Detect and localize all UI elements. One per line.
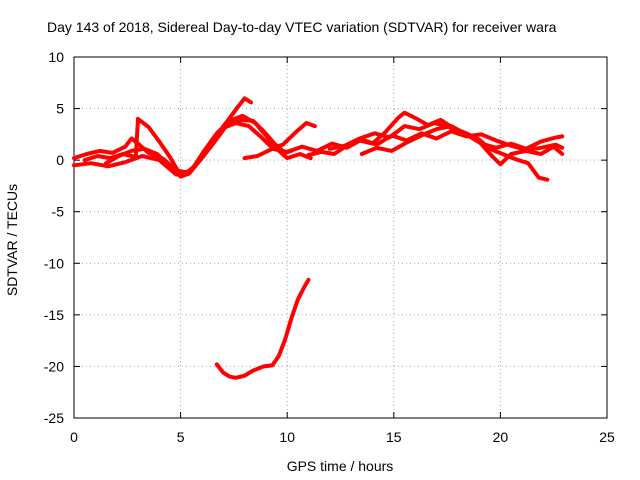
x-tick-label: 0 bbox=[70, 429, 78, 445]
series-line-track-8 bbox=[359, 124, 565, 156]
x-tick-label: 5 bbox=[177, 429, 185, 445]
x-tick-label: 10 bbox=[279, 429, 295, 445]
chart-title: Day 143 of 2018, Sidereal Day-to-day VTE… bbox=[47, 19, 557, 35]
y-tick-label: -10 bbox=[44, 255, 64, 271]
tick-labels: 0 5 10 15 20 25 10 5 0 -5 -10 -15 -20 -25 bbox=[44, 49, 615, 445]
y-tick-label: -5 bbox=[52, 204, 65, 220]
series-line-track-4 bbox=[104, 121, 317, 179]
plot-border bbox=[73, 56, 608, 419]
series-line-track-9 bbox=[214, 277, 311, 380]
x-tick-label: 20 bbox=[493, 429, 509, 445]
y-tick-label: -20 bbox=[44, 358, 64, 374]
y-tick-label: 10 bbox=[48, 49, 64, 65]
y-tick-label: -25 bbox=[44, 410, 64, 426]
grid bbox=[74, 57, 607, 418]
y-tick-label: 5 bbox=[56, 101, 64, 117]
x-tick-label: 15 bbox=[386, 429, 402, 445]
series-group bbox=[72, 96, 565, 380]
plot-frame bbox=[73, 56, 608, 419]
x-axis-label: GPS time / hours bbox=[287, 458, 394, 474]
y-tick-label: 0 bbox=[56, 152, 64, 168]
y-axis-label: SDTVAR / TECUs bbox=[4, 184, 20, 296]
x-tick-label: 25 bbox=[599, 429, 615, 445]
y-tick-label: -15 bbox=[44, 307, 64, 323]
series-line-track-1 bbox=[72, 96, 253, 177]
